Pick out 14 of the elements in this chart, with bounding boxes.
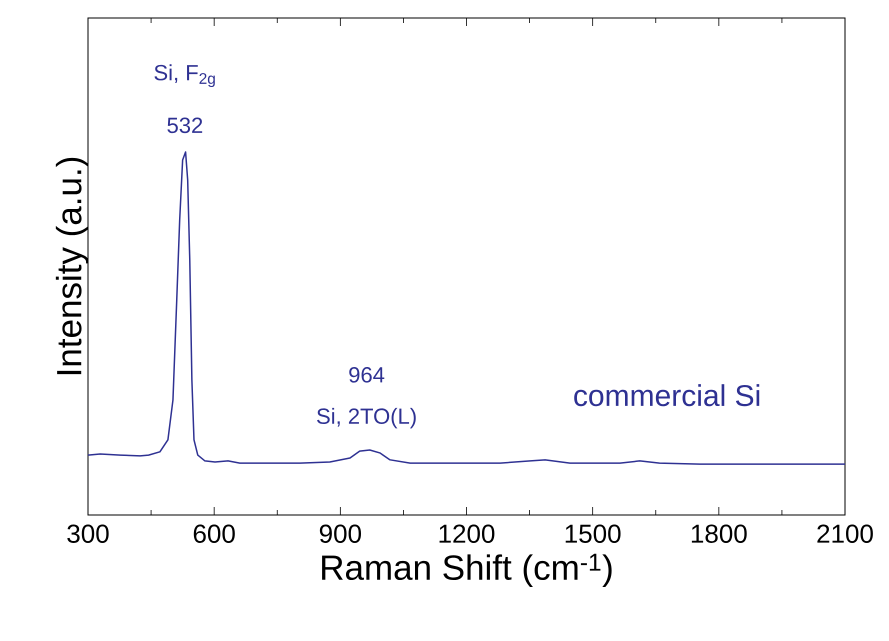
series-label: commercial Si: [574, 384, 760, 406]
x-tick-label: 300: [67, 524, 109, 543]
x-tick-label: 1800: [692, 524, 747, 543]
annotation: 964: [349, 367, 384, 383]
annotation: Si, 2TO(L): [317, 408, 416, 428]
text: 532: [167, 118, 202, 134]
x-tick-label: 600: [194, 524, 235, 543]
text: Si, F$_{2g}$: [154, 64, 215, 88]
x-tick-label: 1500: [566, 524, 621, 543]
x-tick-label: 2100: [817, 524, 873, 543]
x-axis-title: Raman Shift (cm$^{-1}$): [322, 554, 612, 587]
x-tick-label: 1200: [440, 524, 494, 543]
x-tick-label: 900: [320, 524, 361, 543]
y-axis-title: Intensity (a.u.): [56, 158, 88, 374]
